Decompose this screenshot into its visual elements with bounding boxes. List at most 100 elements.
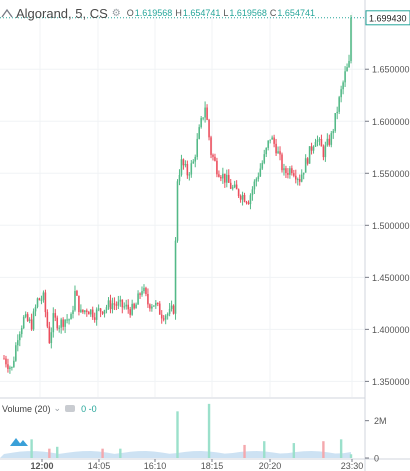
volume-bar	[176, 411, 179, 458]
candle-body	[72, 310, 74, 315]
candle-body	[84, 310, 86, 313]
candle-body	[52, 313, 55, 333]
candle-body	[15, 345, 17, 361]
candle-body	[245, 201, 248, 203]
volume-bar	[292, 443, 296, 458]
candle-body	[350, 17, 352, 61]
volume-bar	[243, 444, 246, 458]
candle-body	[66, 319, 68, 321]
candle-body	[184, 164, 187, 166]
candle-body	[3, 358, 5, 360]
candle-body	[36, 298, 39, 307]
volume-values: 0 -0	[81, 403, 97, 414]
candle-body	[119, 299, 122, 302]
close-label: C	[269, 8, 277, 18]
candle-body	[80, 309, 82, 313]
candle-body	[241, 194, 244, 200]
candle-body	[300, 174, 303, 182]
candle-body	[149, 304, 151, 309]
candle-body	[91, 309, 94, 318]
volume-title[interactable]: Volume (20)	[2, 403, 51, 414]
candle-body	[131, 303, 133, 315]
candle-body	[312, 146, 315, 151]
time-tick-label: 20:20	[259, 461, 282, 471]
gear-icon[interactable]: ⚙	[111, 7, 121, 19]
open-label: O	[126, 8, 134, 18]
candle-body	[178, 174, 181, 182]
volume-tick-label: 2M	[374, 416, 387, 426]
candle-body	[271, 137, 273, 140]
collapse-arrow-icon[interactable]	[0, 6, 14, 20]
candle-body	[76, 290, 78, 296]
candle-body	[62, 319, 64, 327]
volume-tick-label: 0	[374, 454, 379, 464]
candle-body	[127, 304, 129, 310]
current-price-label: 1.699430	[369, 13, 407, 23]
candle-body	[60, 319, 62, 328]
candle-body	[18, 334, 21, 341]
candle-body	[64, 319, 66, 327]
candle-body	[109, 300, 112, 310]
candle-body	[259, 168, 262, 177]
candle-body	[143, 287, 145, 292]
volume-bar	[322, 441, 325, 458]
candle-body	[261, 162, 264, 169]
candle-body	[249, 195, 252, 205]
candle-body	[190, 163, 193, 175]
volume-bar	[349, 454, 353, 458]
eye-icon[interactable]	[65, 405, 76, 412]
candle-body	[48, 326, 51, 344]
candle-body	[253, 181, 256, 190]
candle-body	[308, 146, 311, 164]
price-tick-label: 1.400000	[372, 325, 410, 335]
candle-body	[46, 312, 49, 327]
candle-body	[113, 303, 116, 305]
candle-body	[93, 317, 96, 320]
candle-body	[226, 174, 228, 183]
candle-body	[287, 173, 289, 175]
price-tick-label: 1.500000	[372, 221, 410, 231]
candle-body	[342, 82, 344, 90]
candle-body	[107, 300, 110, 308]
price-tick-label: 1.350000	[372, 377, 410, 387]
candle-body	[133, 303, 135, 309]
candle-body	[273, 137, 275, 144]
time-tick-label: 23:30	[341, 461, 364, 471]
candle-body	[346, 67, 348, 72]
time-tick-label: 12:00	[30, 461, 53, 471]
candle-body	[227, 174, 230, 183]
candle-body	[330, 133, 333, 145]
candle-body	[194, 156, 197, 162]
time-tick-label: 16:10	[144, 461, 167, 471]
candle-body	[235, 184, 238, 190]
candle-body	[304, 158, 307, 173]
candle-body	[111, 303, 114, 310]
candle-body	[22, 316, 25, 329]
candle-body	[334, 113, 337, 131]
candle-body	[153, 305, 155, 307]
candle-body	[87, 311, 90, 315]
symbol-title[interactable]: Algorand, 5, CS	[16, 5, 108, 21]
time-tick-label: 18:15	[201, 461, 224, 471]
candle-body	[293, 173, 295, 176]
candle-body	[296, 179, 299, 181]
watermark-logo	[10, 438, 28, 446]
candle-body	[267, 140, 269, 148]
candle-body	[320, 139, 323, 147]
candle-body	[172, 305, 175, 314]
candle-body	[32, 311, 35, 330]
candle-body	[135, 304, 137, 309]
candle-body	[156, 302, 159, 304]
candle-body	[224, 173, 226, 183]
candle-body	[229, 182, 232, 189]
candle-body	[95, 309, 98, 320]
candle-body	[220, 176, 222, 179]
candle-body	[180, 159, 183, 175]
candle-body	[5, 358, 7, 365]
candle-body	[166, 313, 169, 316]
candle-body	[164, 315, 167, 320]
chevron-down-icon[interactable]: ⌄	[53, 403, 62, 413]
